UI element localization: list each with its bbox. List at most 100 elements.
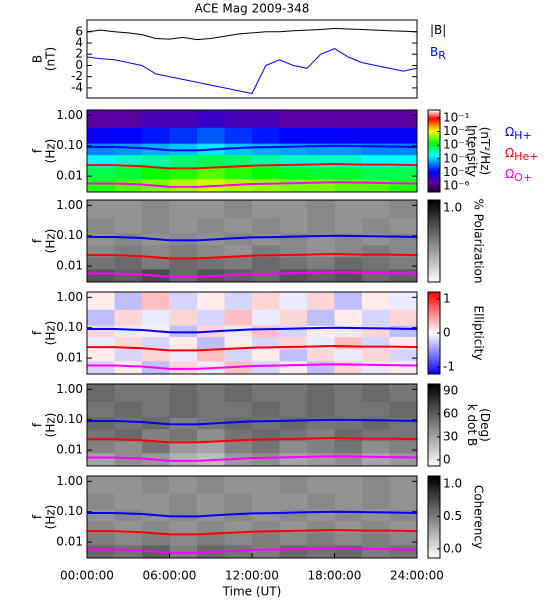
heatmap-cell — [334, 453, 363, 466]
colorbar-swatch — [428, 167, 440, 170]
legend-name: B — [430, 45, 438, 59]
colorbar-swatch — [428, 406, 440, 409]
plot-frame — [86, 19, 418, 99]
heatmap-cell — [114, 127, 143, 144]
heatmap-cell — [389, 233, 417, 246]
heatmap-cell — [389, 127, 417, 144]
heatmap-cell — [224, 509, 253, 522]
heatmap-cell — [389, 110, 417, 128]
heatmap-cell — [252, 417, 280, 430]
heatmap-cell — [169, 428, 198, 442]
colorbar-swatch — [428, 126, 440, 129]
legend-name: Ω — [505, 125, 514, 139]
heatmap-cell — [142, 520, 170, 534]
colorbar-swatch — [428, 531, 440, 534]
colorbar-swatch — [428, 451, 440, 455]
colorbar-swatch — [428, 504, 440, 508]
heatmap-cell — [362, 348, 390, 362]
heatmap-cell — [252, 325, 280, 338]
heatmap-cell — [307, 217, 335, 234]
x-tick-label: 00:00:00 — [60, 569, 114, 583]
colorbar-swatch — [428, 157, 440, 160]
colorbar-swatch — [428, 302, 440, 305]
colorbar-swatch — [428, 439, 440, 442]
heatmap-cell — [334, 110, 363, 128]
colorbar-swatch — [428, 400, 440, 403]
heatmap-cell — [279, 325, 308, 338]
colorbar-tick-label: 0.0 — [443, 541, 462, 555]
colorbar-swatch — [428, 210, 440, 213]
colorbar-swatch — [428, 478, 440, 481]
x-tick-label: 12:00:00 — [225, 569, 279, 583]
heatmap-cell — [252, 244, 280, 258]
heatmap-cell — [169, 336, 198, 350]
y-tick-label: 1.00 — [56, 382, 83, 396]
heatmap-cell — [197, 166, 225, 180]
heatmap-cell — [252, 509, 280, 522]
legend-label: ΩO+ — [505, 167, 532, 185]
heatmap-cell — [224, 143, 253, 156]
colorbar-swatch — [428, 357, 440, 361]
colorbar-swatch — [428, 441, 440, 444]
heatmap-cell — [252, 309, 280, 326]
heatmap-cell — [334, 493, 363, 510]
heatmap-cell — [252, 200, 280, 218]
colorbar-swatch — [428, 418, 440, 422]
colorbar-swatch — [428, 412, 440, 416]
colorbar-swatch — [428, 112, 440, 115]
colorbar-swatch — [428, 171, 440, 174]
heatmap-cell — [169, 417, 198, 430]
colorbar-swatch — [428, 232, 440, 236]
colorbar-swatch — [428, 320, 440, 324]
colorbar-swatch — [428, 185, 440, 189]
colorbar-swatch — [428, 416, 440, 420]
heatmap-cell — [87, 309, 115, 326]
heatmap-cell — [362, 361, 390, 374]
heatmap-cell — [114, 428, 143, 442]
colorbar-swatch — [428, 337, 440, 340]
colorbar-swatch — [428, 388, 440, 391]
colorbar-swatch — [428, 521, 440, 524]
heatmap-cell — [334, 476, 363, 494]
heatmap-cell — [87, 440, 115, 454]
colorbar-swatch — [428, 243, 440, 246]
plot-area — [87, 384, 417, 466]
heatmap-cell — [169, 217, 198, 234]
heatmap-cell — [307, 256, 335, 270]
colorbar-swatch — [428, 224, 440, 228]
heatmap-cell — [87, 361, 115, 374]
y-tick-label: 0.01 — [56, 535, 83, 549]
colorbar-tick-label: 10⁻³ — [443, 138, 470, 152]
heatmap-cell — [169, 179, 198, 192]
y-axis-label: (Hz) — [44, 505, 58, 530]
heatmap-cell — [389, 509, 417, 522]
colorbar-swatch — [428, 220, 440, 223]
series-line — [87, 48, 417, 95]
heatmap-cell — [279, 233, 308, 246]
heatmap-cell — [114, 545, 143, 558]
heatmap-cell — [142, 217, 170, 234]
colorbar-swatch — [428, 506, 440, 510]
series-line — [87, 528, 417, 536]
heatmap-cell — [279, 217, 308, 234]
plot-area — [87, 27, 417, 95]
colorbar-swatch — [428, 351, 440, 354]
colorbar-swatch — [428, 206, 440, 209]
y-axis-label: f — [31, 422, 45, 427]
colorbar-swatch — [428, 202, 440, 205]
colorbar-swatch — [428, 247, 440, 250]
heatmap-cell — [114, 453, 143, 466]
colorbar-swatch — [428, 269, 440, 273]
colorbar-swatch — [428, 226, 440, 230]
heatmap-cell — [389, 166, 417, 180]
colorbar-swatch — [428, 310, 440, 313]
colorbar-swatch — [428, 422, 440, 426]
heatmap-cell — [114, 361, 143, 374]
heatmap-cell — [252, 520, 280, 534]
heatmap-cell — [362, 384, 390, 402]
plot-area — [87, 476, 417, 558]
heatmap-cell — [362, 309, 390, 326]
heatmap-cell — [307, 401, 335, 418]
y-axis-label: (nT) — [44, 47, 58, 71]
